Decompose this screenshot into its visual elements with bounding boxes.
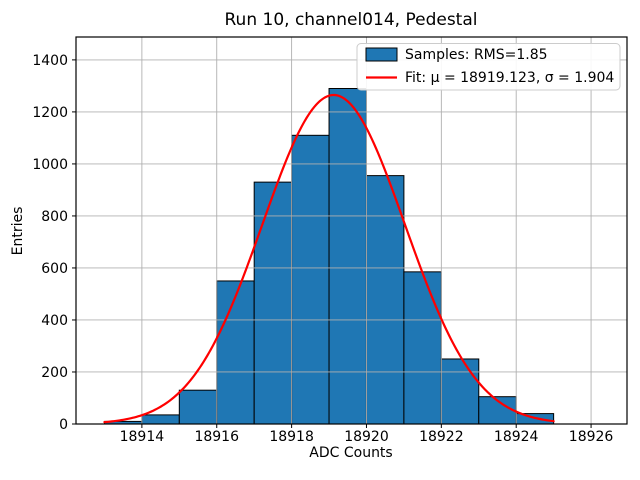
histogram-bar [141, 414, 180, 425]
legend-fit-label: Fit: μ = 18919.123, σ = 1.904 [405, 70, 614, 86]
y-axis-tick-label: 1400 [32, 53, 68, 69]
y-axis-tick-label: 600 [41, 261, 68, 277]
x-axis-tick-label: 18914 [120, 429, 165, 445]
axes-layer: 18914 18916 18918 18920 18922 18924 18926 0 200 4… [32, 36, 628, 445]
x-axis-tick-label: 18924 [494, 429, 539, 445]
y-axis-tick-label: 400 [41, 313, 68, 329]
legend: Samples: RMS=1.85 Fit: μ = 18919.123, σ … [356, 43, 621, 91]
y-axis-label: Entries [10, 207, 26, 256]
x-axis-tick-label: 18926 [569, 429, 614, 445]
grid-lines [76, 37, 627, 425]
y-axis-tick-label: 1000 [32, 157, 68, 173]
y-axis-tick-label: 1200 [32, 105, 68, 121]
fit-curve-layer [103, 93, 555, 424]
x-axis-tick-label: 18922 [419, 429, 464, 445]
histogram-bar [216, 280, 255, 425]
legend-samples-label: Samples: RMS=1.85 [405, 47, 548, 63]
x-axis-tick-label: 18918 [269, 429, 314, 445]
histogram-bar [440, 358, 480, 425]
histogram-bar [253, 181, 293, 425]
histogram-bar [328, 88, 367, 425]
x-axis-label: ADC Counts [309, 445, 392, 461]
fit-curve [103, 93, 555, 424]
chart-title: Run 10, channel014, Pedestal [225, 10, 478, 30]
x-axis-tick-label: 18916 [194, 429, 239, 445]
histogram-bars [103, 88, 555, 425]
histogram-bar [178, 389, 218, 425]
legend-samples-swatch [365, 47, 398, 62]
legend-frame [356, 43, 621, 91]
histogram-bar [291, 134, 330, 425]
y-axis-tick-label: 0 [59, 417, 68, 433]
axes-spines [75, 36, 628, 425]
x-axis-tick-label: 18920 [344, 429, 389, 445]
histogram-bar [403, 271, 442, 425]
y-axis-tick-label: 800 [41, 209, 68, 225]
histogram-bar [365, 175, 405, 425]
y-axis-tick-label: 200 [41, 365, 68, 381]
